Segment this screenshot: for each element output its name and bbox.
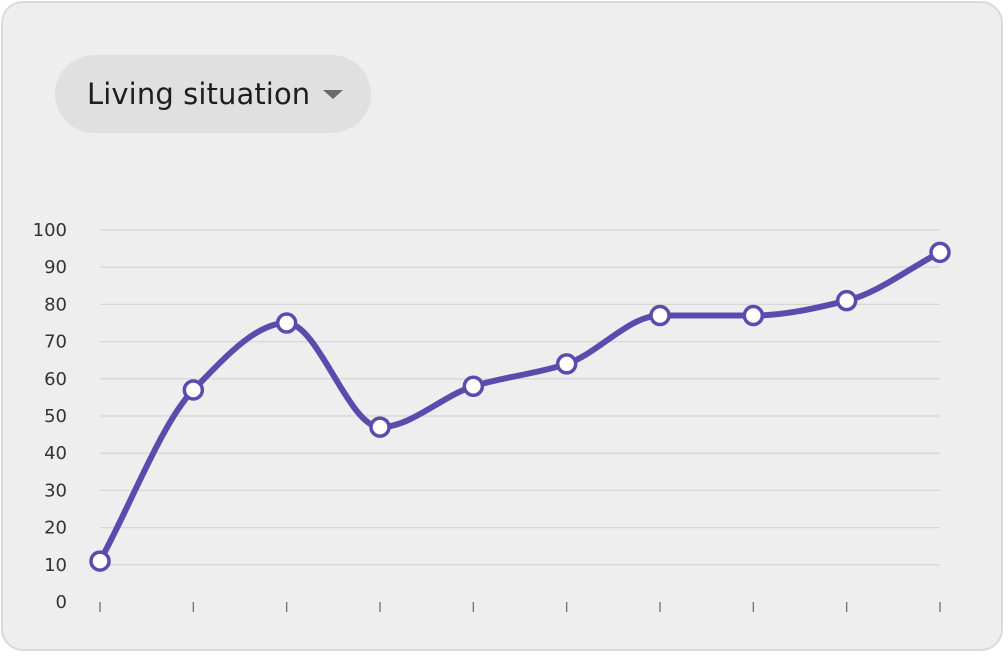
series-line bbox=[97, 249, 943, 565]
y-tick-label: 50 bbox=[44, 406, 67, 427]
data-point[interactable] bbox=[649, 304, 671, 327]
y-tick-label: 60 bbox=[44, 369, 67, 390]
chart-series bbox=[97, 249, 943, 565]
data-point[interactable] bbox=[462, 375, 485, 397]
data-point[interactable] bbox=[89, 550, 111, 572]
data-point[interactable] bbox=[275, 312, 298, 334]
data-point[interactable] bbox=[182, 379, 205, 401]
y-tick-label: 0 bbox=[56, 592, 67, 613]
y-tick-label: 30 bbox=[44, 480, 67, 501]
y-tick-label: 20 bbox=[44, 518, 67, 539]
data-point[interactable] bbox=[929, 241, 951, 264]
chart-points bbox=[89, 241, 951, 572]
y-tick-label: 100 bbox=[33, 220, 67, 241]
data-point[interactable] bbox=[555, 353, 578, 375]
dropdown-label: Living situation bbox=[87, 77, 311, 111]
y-axis: 0 10 20 30 40 50 60 70 80 90 100 bbox=[33, 220, 67, 613]
chart-grid bbox=[100, 229, 940, 566]
y-tick-label: 40 bbox=[44, 443, 67, 464]
data-point[interactable] bbox=[742, 304, 765, 327]
caret-down-icon bbox=[323, 90, 343, 99]
y-tick-label: 90 bbox=[44, 257, 67, 278]
y-tick-label: 10 bbox=[44, 555, 67, 576]
x-axis bbox=[99, 602, 941, 612]
living-situation-dropdown[interactable]: Living situation bbox=[55, 55, 371, 133]
y-tick-label: 80 bbox=[44, 294, 67, 315]
data-point[interactable] bbox=[369, 416, 391, 438]
y-tick-label: 70 bbox=[44, 332, 67, 353]
data-point[interactable] bbox=[835, 289, 858, 312]
